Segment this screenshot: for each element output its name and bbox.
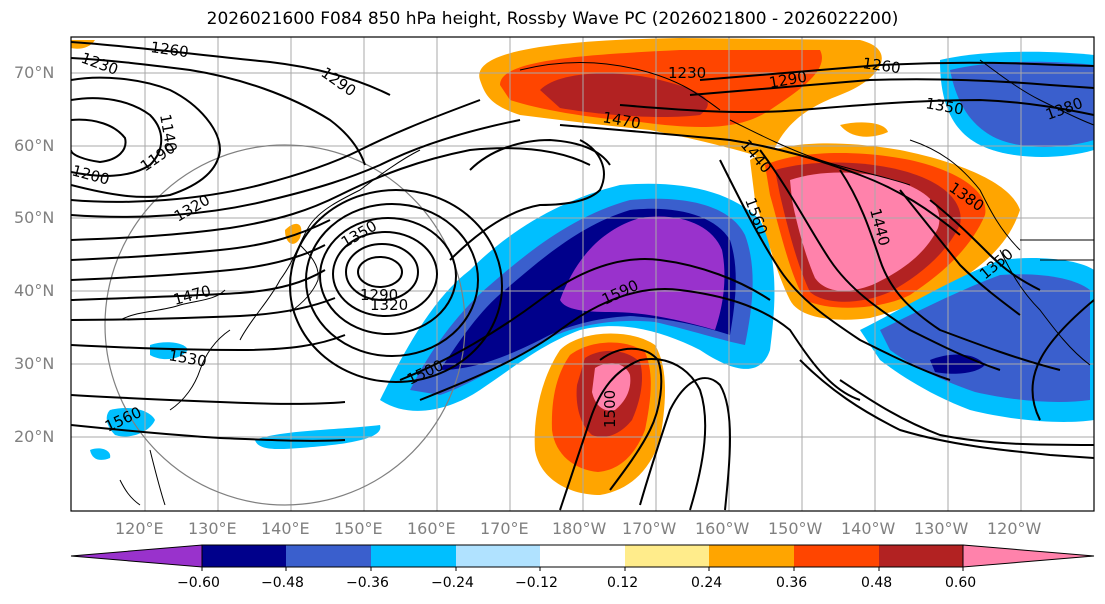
map-frame <box>70 36 1095 512</box>
colorbar-segment <box>625 545 709 567</box>
lon-label: 130°W <box>914 519 969 538</box>
lon-label: 130°E <box>188 519 237 538</box>
lon-label: 170°W <box>622 519 677 538</box>
contour-label: 1500 <box>601 390 619 428</box>
colorbar-tick-label: −0.36 <box>346 575 389 591</box>
lat-label: 70°N <box>14 63 55 82</box>
colorbar-segment <box>879 545 963 567</box>
height-contours <box>71 41 1094 511</box>
lon-label: 160°E <box>407 519 456 538</box>
contour-label: 1290 <box>360 286 398 304</box>
colorbar-tick-label: 0.24 <box>691 575 723 591</box>
colorbar-tick-label: 0.48 <box>861 575 893 591</box>
lat-label: 60°N <box>14 136 55 155</box>
contour-label: 1470 <box>171 282 213 309</box>
lat-label: 50°N <box>14 208 55 227</box>
lat-label: 20°N <box>14 427 55 446</box>
contour-label: 1290 <box>318 64 360 101</box>
lon-label: 120°E <box>115 519 164 538</box>
map-title: 2026021600 F084 850 hPa height, Rossby W… <box>206 9 899 29</box>
contour-label: 1260 <box>861 54 901 77</box>
colorbar-tick-label: 0.36 <box>776 575 808 591</box>
reference-circle <box>104 144 466 506</box>
lon-label: 160°W <box>695 519 750 538</box>
colorbar-segment <box>456 545 540 567</box>
lon-label: 180°W <box>552 519 607 538</box>
lon-label: 170°E <box>480 519 529 538</box>
colorbar-segment <box>202 545 286 567</box>
colorbar-tick-label: −0.48 <box>261 575 304 591</box>
contour-label: 1230 <box>79 49 121 79</box>
lat-label: 40°N <box>14 281 55 300</box>
colorbar-extend-low <box>70 544 203 568</box>
contour-label: 1320 <box>370 296 408 314</box>
colorbar-extend-high <box>962 544 1095 568</box>
colorbar-segment <box>286 545 371 567</box>
lon-label: 120°W <box>987 519 1042 538</box>
lon-label: 150°E <box>334 519 383 538</box>
contour-label: 1260 <box>149 38 189 61</box>
colorbar-segment <box>540 545 625 567</box>
colorbar-tick-label: −0.12 <box>515 575 558 591</box>
colorbar-segment <box>371 545 456 567</box>
colorbar-segment <box>709 545 794 567</box>
contour-label: 1230 <box>668 64 706 82</box>
colorbar <box>70 544 1095 571</box>
colorbar-tick-label: −0.24 <box>431 575 474 591</box>
colorbar-tick-label: 0.60 <box>945 575 977 591</box>
lon-label: 150°W <box>768 519 823 538</box>
shading-layer <box>71 38 1094 495</box>
contour-label: 1320 <box>171 191 213 226</box>
contour-label: 1200 <box>70 161 112 188</box>
lon-label: 140°E <box>261 519 310 538</box>
colorbar-segment <box>794 545 879 567</box>
lon-label: 140°W <box>841 519 896 538</box>
contour-label: 1350 <box>338 217 380 252</box>
colorbar-tick-label: −0.60 <box>177 575 220 591</box>
colorbar-tick-label: 0.12 <box>607 575 639 591</box>
lat-label: 30°N <box>14 354 55 373</box>
